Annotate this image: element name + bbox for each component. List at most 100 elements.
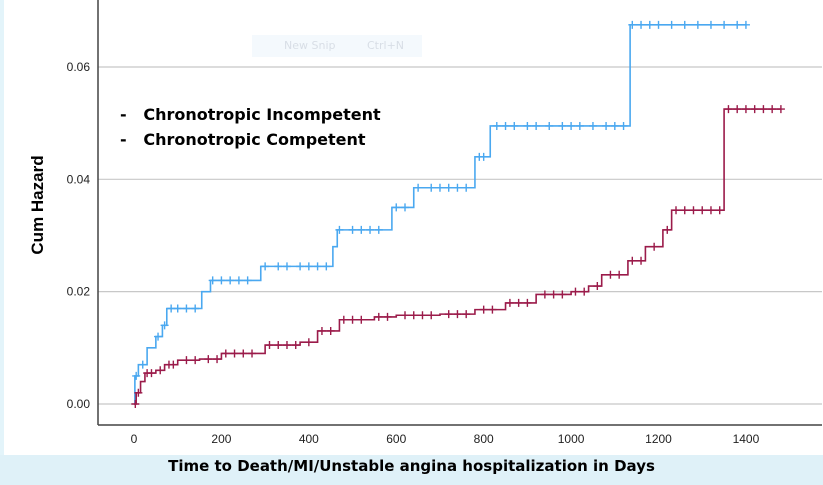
censor-mark <box>317 326 326 335</box>
censor-mark <box>427 311 436 320</box>
censor-mark <box>191 356 200 365</box>
legend-marker: - <box>120 105 127 124</box>
left-border <box>0 0 4 455</box>
censor-mark <box>733 105 742 114</box>
censor-mark <box>208 276 217 285</box>
censor-mark <box>173 304 182 313</box>
censor-mark <box>154 332 163 341</box>
censor-mark <box>131 400 140 408</box>
censor-mark <box>282 262 291 271</box>
censor-mark <box>667 20 676 29</box>
censor-mark <box>776 105 785 114</box>
censor-mark <box>243 276 252 285</box>
censor-mark <box>588 121 597 130</box>
censor-mark <box>383 312 392 321</box>
censor-mark <box>488 305 497 314</box>
snip-shortcut: Ctrl+N <box>367 39 405 52</box>
censor-mark <box>160 321 169 330</box>
censor-mark <box>261 262 270 271</box>
x-axis-label: Time to Death/MI/Unstable angina hospita… <box>168 457 655 475</box>
censor-mark <box>169 360 178 369</box>
censor-mark <box>191 304 200 313</box>
censor-mark <box>545 121 554 130</box>
censor-mark <box>628 256 637 265</box>
censor-mark <box>540 290 549 299</box>
censor-mark <box>274 262 283 271</box>
censor-mark <box>291 341 300 350</box>
censor-mark <box>453 310 462 319</box>
censor-mark <box>462 183 471 192</box>
censor-mark <box>182 356 191 365</box>
censor-mark <box>619 121 628 130</box>
censor-mark <box>610 121 619 130</box>
censor-mark <box>680 206 689 215</box>
censor-mark <box>366 225 375 234</box>
x-tick-label: 0 <box>131 432 138 446</box>
censor-mark <box>134 388 143 397</box>
censor-mark <box>637 20 646 29</box>
censor-mark <box>304 338 313 347</box>
censor-mark <box>741 20 750 29</box>
y-tick-label: 0.06 <box>67 60 91 74</box>
censor-mark <box>523 121 532 130</box>
censor-mark <box>479 152 488 161</box>
x-tick-label: 1200 <box>645 432 672 446</box>
censor-mark <box>401 203 410 212</box>
censor-mark <box>549 290 558 299</box>
censor-mark <box>274 341 283 350</box>
censor-mark <box>663 225 672 234</box>
censor-mark <box>558 121 567 130</box>
censor-mark <box>628 20 637 29</box>
censor-mark <box>335 225 344 234</box>
censor-mark <box>217 276 226 285</box>
censor-mark <box>132 371 141 380</box>
censor-mark <box>733 20 742 29</box>
x-tick-label: 800 <box>474 432 494 446</box>
censor-mark <box>226 276 235 285</box>
censor-mark <box>580 287 589 296</box>
censor-mark <box>296 262 305 271</box>
censor-mark <box>514 298 523 307</box>
censor-mark <box>510 121 519 130</box>
censor-mark <box>435 183 444 192</box>
censor-mark <box>374 225 383 234</box>
censor-mark <box>501 121 510 130</box>
censor-mark <box>221 349 230 358</box>
x-tick-label: 600 <box>386 432 406 446</box>
censor-mark <box>602 121 611 130</box>
censor-mark <box>750 105 759 114</box>
censor-mark <box>409 311 418 320</box>
censor-mark <box>213 355 222 364</box>
censor-mark <box>693 20 702 29</box>
censor-mark <box>444 183 453 192</box>
censor-mark <box>558 290 567 299</box>
censor-mark <box>348 315 357 324</box>
censor-mark <box>414 183 423 192</box>
legend-label: Chronotropic Incompetent <box>143 105 381 124</box>
censor-mark <box>615 270 624 279</box>
x-tick-label: 400 <box>299 432 319 446</box>
x-tick-label: 200 <box>211 432 231 446</box>
censor-mark <box>357 225 366 234</box>
censor-mark <box>374 312 383 321</box>
y-tick-label: 0.02 <box>67 285 91 299</box>
censor-mark <box>567 121 576 130</box>
censor-mark <box>672 206 681 215</box>
censor-mark <box>401 311 410 320</box>
censor-mark <box>768 105 777 114</box>
censor-mark <box>147 369 156 378</box>
censor-mark <box>575 121 584 130</box>
censor-mark <box>759 105 768 114</box>
censor-mark <box>427 183 436 192</box>
censor-mark <box>348 225 357 234</box>
censor-mark <box>138 360 147 369</box>
censor-mark <box>357 315 366 324</box>
censor-mark <box>680 20 689 29</box>
censor-mark <box>720 20 729 29</box>
censor-mark <box>571 287 580 296</box>
legend-marker: - <box>120 130 127 149</box>
y-tick-label: 0.00 <box>67 397 91 411</box>
censor-mark <box>741 105 750 114</box>
censor-mark <box>689 206 698 215</box>
censor-mark <box>339 315 348 324</box>
